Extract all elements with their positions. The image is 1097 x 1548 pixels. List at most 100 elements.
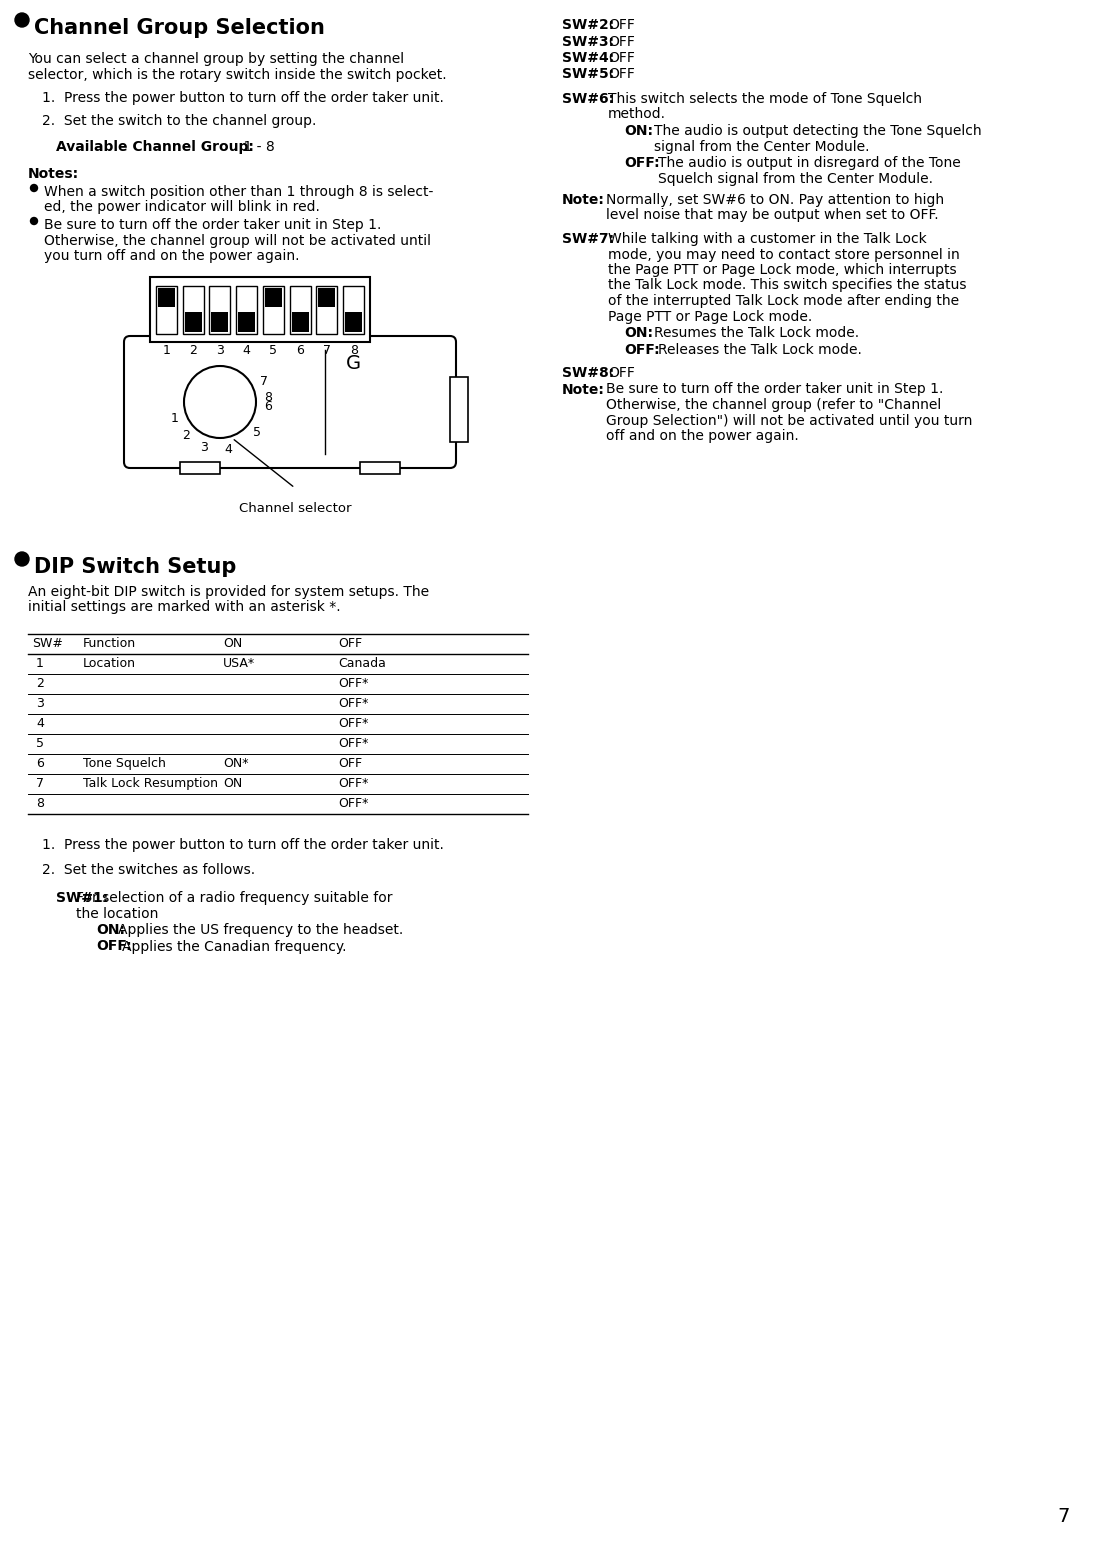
Text: 5: 5 [270,344,278,358]
Text: 4: 4 [225,443,233,455]
Text: 8: 8 [350,344,358,358]
Text: 2.  Set the switches as follows.: 2. Set the switches as follows. [42,864,256,878]
Bar [346,313,362,331]
Text: SW#7:: SW#7: [562,232,614,246]
Text: SW#6:: SW#6: [562,91,614,105]
Text: DIP Switch Setup: DIP Switch Setup [34,557,236,577]
Text: While talking with a customer in the Talk Lock: While talking with a customer in the Tal… [608,232,927,246]
Text: ed, the power indicator will blink in red.: ed, the power indicator will blink in re… [44,201,320,215]
Text: ON: ON [223,777,242,789]
Bar [158,288,174,307]
Text: 1: 1 [36,656,44,670]
Text: you turn off and on the power again.: you turn off and on the power again. [44,249,299,263]
Text: Function: Function [83,636,136,650]
Text: An eight-bit DIP switch is provided for system setups. The: An eight-bit DIP switch is provided for … [29,585,429,599]
Text: 7: 7 [36,777,44,789]
Text: OFF: OFF [608,19,635,33]
Text: Tone Squelch: Tone Squelch [83,757,166,769]
Circle shape [15,553,29,567]
Text: Available Channel Group:: Available Channel Group: [56,139,253,153]
Bar [316,285,338,333]
Text: Releases the Talk Lock mode.: Releases the Talk Lock mode. [658,342,862,356]
Text: 5: 5 [252,426,261,440]
Text: OFF*: OFF* [338,676,369,690]
Text: Group Selection") will not be activated until you turn: Group Selection") will not be activated … [606,413,972,427]
Text: SW#2:: SW#2: [562,19,614,33]
Text: G: G [346,354,361,373]
Text: Notes:: Notes: [29,167,79,181]
Text: OFF: OFF [338,757,362,769]
Text: 8: 8 [36,797,44,810]
Text: Normally, set SW#6 to ON. Pay attention to high: Normally, set SW#6 to ON. Pay attention … [606,194,945,207]
Text: OFF*: OFF* [338,777,369,789]
Text: ON*: ON* [223,757,249,769]
Text: 2.  Set the switch to the channel group.: 2. Set the switch to the channel group. [42,115,316,128]
Bar [156,285,177,333]
FancyBboxPatch shape [124,336,456,467]
Text: Note:: Note: [562,194,604,207]
Text: Squelch signal from the Center Module.: Squelch signal from the Center Module. [658,172,934,186]
Bar [182,285,204,333]
Text: 4: 4 [36,717,44,731]
Bar [238,313,256,331]
Text: 7: 7 [1058,1508,1070,1526]
Text: signal from the Center Module.: signal from the Center Module. [654,139,870,153]
Text: OFF: OFF [338,636,362,650]
Text: 6: 6 [296,344,304,358]
Text: 3: 3 [200,441,207,454]
Bar [180,461,220,474]
Text: Be sure to turn off the order taker unit in Step 1.: Be sure to turn off the order taker unit… [44,218,382,232]
Text: of the interrupted Talk Lock mode after ending the: of the interrupted Talk Lock mode after … [608,294,959,308]
Bar [236,285,257,333]
Text: 8: 8 [263,392,272,404]
Text: off and on the power again.: off and on the power again. [606,429,799,443]
Text: SW#4:: SW#4: [562,51,614,65]
Text: the location: the location [76,907,158,921]
Text: The audio is output in disregard of the Tone: The audio is output in disregard of the … [658,156,961,170]
Text: 2: 2 [182,429,190,443]
Text: Canada: Canada [338,656,386,670]
Text: ON:: ON: [624,327,653,341]
Text: 1 - 8: 1 - 8 [239,139,274,153]
Bar [343,285,364,333]
Text: Be sure to turn off the order taker unit in Step 1.: Be sure to turn off the order taker unit… [606,382,943,396]
Text: OFF*: OFF* [338,797,369,810]
Text: Resumes the Talk Lock mode.: Resumes the Talk Lock mode. [654,327,859,341]
Text: mode, you may need to contact store personnel in: mode, you may need to contact store pers… [608,248,960,262]
Text: SW#1:: SW#1: [56,892,109,906]
Text: You can select a channel group by setting the channel: You can select a channel group by settin… [29,53,404,67]
Bar [292,313,308,331]
Circle shape [31,184,37,192]
Text: the Talk Lock mode. This switch specifies the status: the Talk Lock mode. This switch specifie… [608,279,966,293]
Bar [184,313,202,331]
Bar [263,285,284,333]
Text: ON: ON [223,636,242,650]
Text: 3: 3 [216,344,224,358]
Text: Otherwise, the channel group will not be activated until: Otherwise, the channel group will not be… [44,234,431,248]
Text: 1: 1 [162,344,170,358]
Text: 1.  Press the power button to turn off the order taker unit.: 1. Press the power button to turn off th… [42,91,444,105]
Text: Page PTT or Page Lock mode.: Page PTT or Page Lock mode. [608,310,812,324]
Bar [290,285,310,333]
Text: OFF: OFF [608,365,635,379]
Text: Otherwise, the channel group (refer to "Channel: Otherwise, the channel group (refer to "… [606,398,941,412]
Text: level noise that may be output when set to OFF.: level noise that may be output when set … [606,209,939,223]
Text: Channel Group Selection: Channel Group Selection [34,19,325,39]
Text: Applies the US frequency to the headset.: Applies the US frequency to the headset. [118,923,404,937]
Text: OFF*: OFF* [338,697,369,711]
Text: selector, which is the rotary switch inside the switch pocket.: selector, which is the rotary switch ins… [29,68,446,82]
Text: the Page PTT or Page Lock mode, which interrupts: the Page PTT or Page Lock mode, which in… [608,263,957,277]
Text: 2: 2 [36,676,44,690]
Text: SW#8:: SW#8: [562,365,614,379]
Bar [360,461,400,474]
Text: OFF: OFF [608,68,635,82]
Text: OFF:: OFF: [624,156,659,170]
Circle shape [15,12,29,26]
Text: The audio is output detecting the Tone Squelch: The audio is output detecting the Tone S… [654,124,982,138]
Text: Applies the Canadian frequency.: Applies the Canadian frequency. [122,940,347,954]
Text: SW#3:: SW#3: [562,34,614,48]
Text: 6: 6 [36,757,44,769]
Text: 7: 7 [260,375,268,389]
Text: 7: 7 [323,344,331,358]
Text: SW#5:: SW#5: [562,68,614,82]
